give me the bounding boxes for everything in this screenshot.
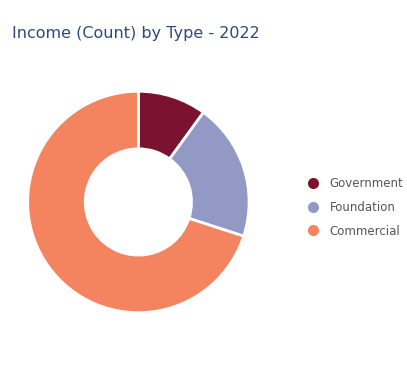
Text: Income (Count) by Type - 2022: Income (Count) by Type - 2022 [12, 26, 260, 41]
Wedge shape [138, 91, 204, 159]
Wedge shape [170, 113, 249, 236]
Wedge shape [28, 91, 244, 313]
Legend: Government, Foundation, Commercial: Government, Foundation, Commercial [297, 173, 407, 242]
